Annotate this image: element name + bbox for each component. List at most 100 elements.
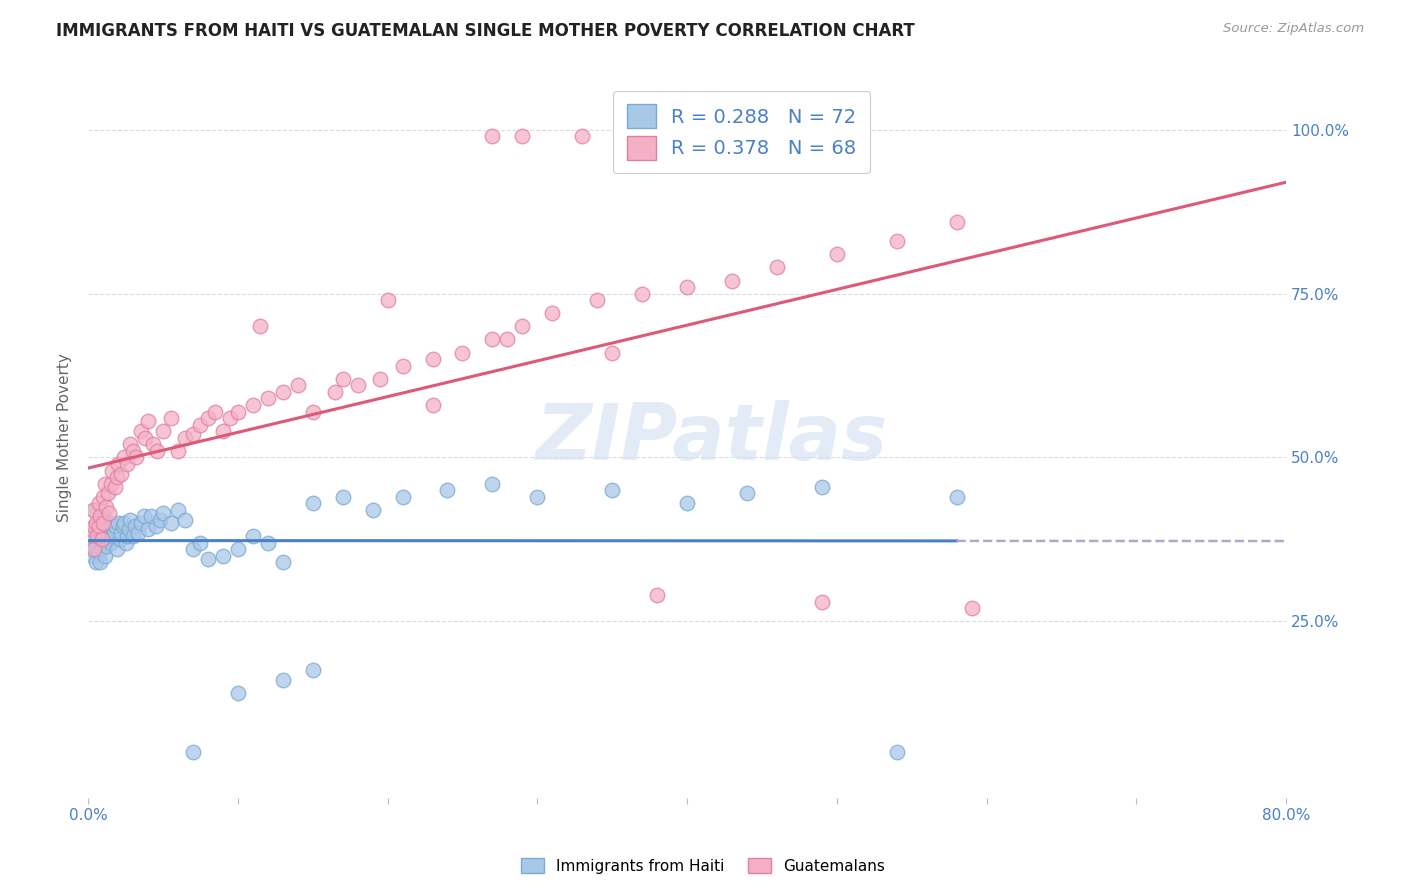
Point — [242, 529, 264, 543]
Point — [332, 490, 354, 504]
Point — [83, 519, 105, 533]
Point — [631, 286, 654, 301]
Point — [960, 601, 983, 615]
Point — [167, 443, 190, 458]
Point — [108, 533, 131, 547]
Point — [112, 450, 135, 465]
Point — [219, 411, 242, 425]
Point — [149, 513, 172, 527]
Point — [87, 496, 110, 510]
Point — [811, 594, 834, 608]
Point — [110, 525, 132, 540]
Point — [945, 214, 967, 228]
Point — [94, 519, 117, 533]
Point — [103, 525, 125, 540]
Point — [105, 470, 128, 484]
Point — [481, 333, 503, 347]
Point — [301, 663, 323, 677]
Point — [152, 506, 174, 520]
Point — [391, 490, 413, 504]
Point — [93, 476, 115, 491]
Point — [181, 427, 204, 442]
Point — [112, 516, 135, 530]
Point — [80, 523, 103, 537]
Point — [197, 411, 219, 425]
Point — [124, 519, 146, 533]
Point — [287, 378, 309, 392]
Point — [89, 555, 111, 569]
Point — [94, 500, 117, 514]
Point — [152, 424, 174, 438]
Point — [98, 523, 121, 537]
Point — [84, 519, 107, 533]
Point — [586, 293, 609, 308]
Point — [301, 496, 323, 510]
Point — [676, 496, 699, 510]
Point — [134, 431, 156, 445]
Text: IMMIGRANTS FROM HAITI VS GUATEMALAN SINGLE MOTHER POVERTY CORRELATION CHART: IMMIGRANTS FROM HAITI VS GUATEMALAN SING… — [56, 22, 915, 40]
Point — [89, 523, 111, 537]
Point — [104, 519, 127, 533]
Point — [84, 555, 107, 569]
Point — [512, 319, 534, 334]
Point — [83, 503, 105, 517]
Point — [571, 129, 593, 144]
Point — [301, 404, 323, 418]
Point — [332, 372, 354, 386]
Legend: Immigrants from Haiti, Guatemalans: Immigrants from Haiti, Guatemalans — [515, 852, 891, 880]
Point — [249, 319, 271, 334]
Point — [600, 345, 623, 359]
Point — [197, 552, 219, 566]
Point — [110, 467, 132, 481]
Point — [766, 260, 789, 275]
Point — [945, 490, 967, 504]
Point — [100, 476, 122, 491]
Point — [105, 542, 128, 557]
Point — [256, 392, 278, 406]
Point — [146, 443, 169, 458]
Point — [676, 280, 699, 294]
Point — [100, 535, 122, 549]
Point — [115, 457, 138, 471]
Point — [107, 457, 129, 471]
Point — [82, 549, 104, 563]
Point — [600, 483, 623, 498]
Point — [361, 503, 384, 517]
Point — [190, 535, 212, 549]
Point — [125, 450, 148, 465]
Text: Source: ZipAtlas.com: Source: ZipAtlas.com — [1223, 22, 1364, 36]
Point — [93, 525, 115, 540]
Point — [90, 535, 112, 549]
Point — [256, 535, 278, 549]
Point — [481, 476, 503, 491]
Point — [159, 411, 181, 425]
Point — [886, 745, 908, 759]
Point — [436, 483, 458, 498]
Point — [139, 509, 162, 524]
Y-axis label: Single Mother Poverty: Single Mother Poverty — [58, 353, 72, 522]
Point — [212, 549, 235, 563]
Point — [271, 555, 294, 569]
Point — [86, 529, 108, 543]
Point — [825, 247, 848, 261]
Point — [132, 509, 155, 524]
Point — [136, 523, 159, 537]
Point — [91, 490, 114, 504]
Point — [391, 359, 413, 373]
Point — [87, 519, 110, 533]
Point — [190, 417, 212, 432]
Point — [377, 293, 399, 308]
Point — [122, 529, 145, 543]
Point — [120, 513, 142, 527]
Point — [242, 398, 264, 412]
Point — [174, 431, 197, 445]
Point — [512, 129, 534, 144]
Point — [117, 523, 139, 537]
Point — [212, 424, 235, 438]
Point — [136, 414, 159, 428]
Point — [91, 516, 114, 530]
Point — [496, 333, 519, 347]
Point — [159, 516, 181, 530]
Point — [83, 529, 105, 543]
Point — [101, 529, 124, 543]
